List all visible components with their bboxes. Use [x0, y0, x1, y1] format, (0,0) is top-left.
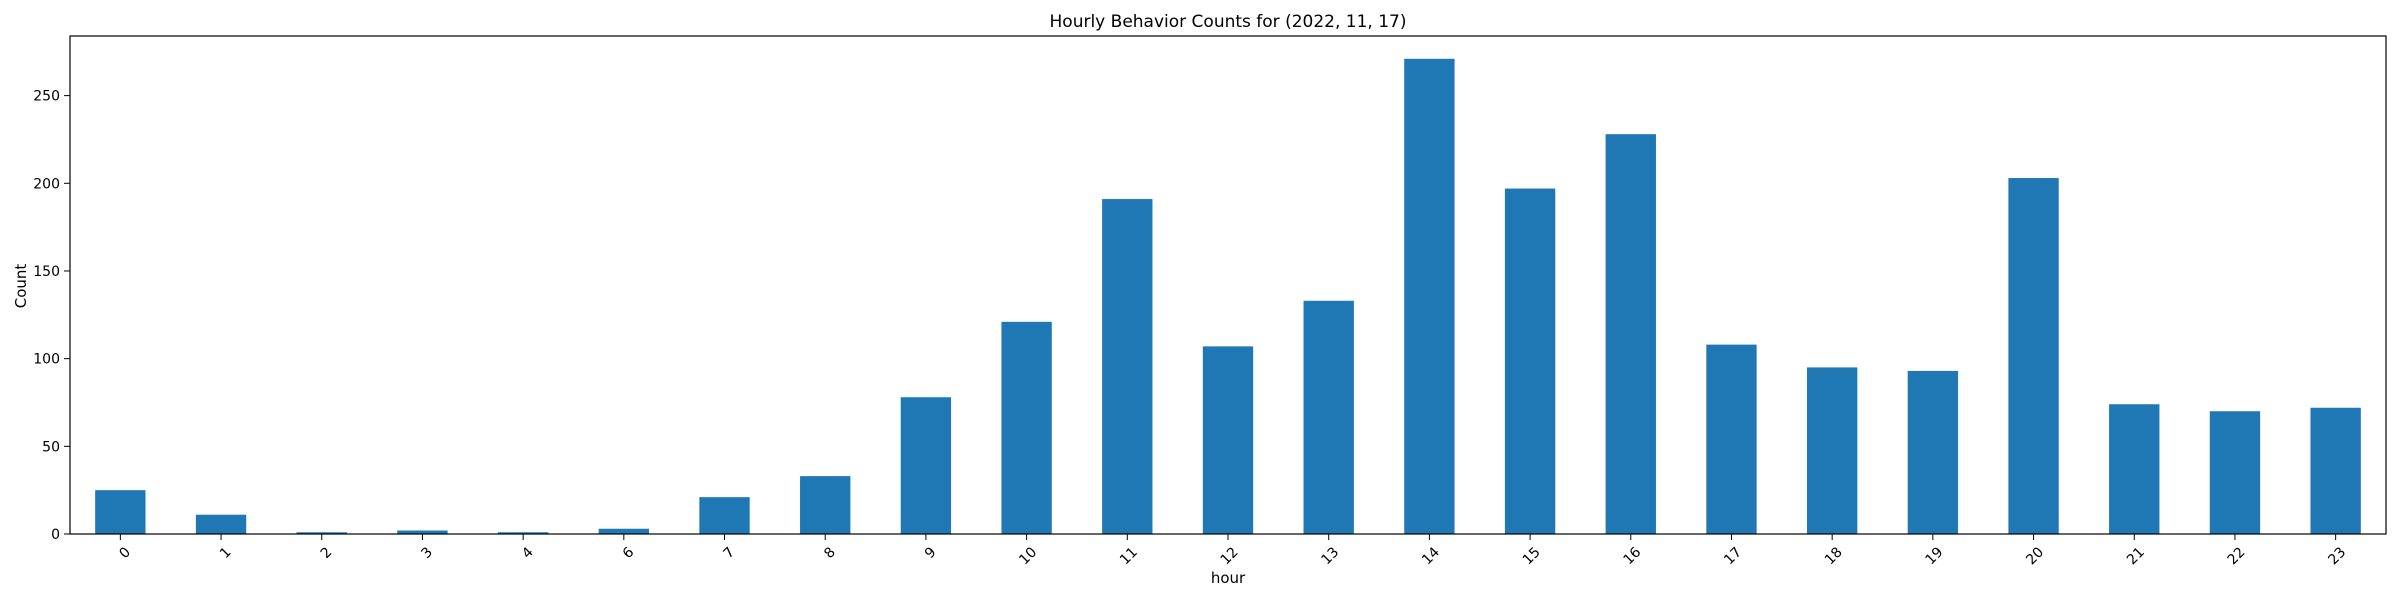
x-tick-label: 15 — [1520, 544, 1544, 568]
x-tick-label: 11 — [1117, 544, 1141, 568]
bar-hour-0 — [95, 490, 146, 534]
x-tick-label: 18 — [1822, 544, 1846, 568]
y-axis-ticks: 0 50 100 150 200 250 — [33, 89, 70, 543]
y-tick-label: 250 — [33, 89, 60, 105]
bar-hour-23 — [2310, 407, 2361, 534]
y-tick-label: 150 — [33, 264, 60, 280]
x-tick-label: 0 — [116, 544, 134, 562]
x-axis-ticks: 0 1 2 3 4 6 7 8 9 10 11 12 13 14 15 16 17 18 19 20 21 22 23 — [116, 534, 2349, 568]
bar-hour-3 — [397, 530, 448, 534]
x-tick-label: 22 — [2225, 544, 2249, 568]
bar-hour-7 — [699, 497, 750, 534]
x-tick-label: 14 — [1419, 544, 1443, 568]
bar-hour-18 — [1807, 367, 1858, 534]
bar-hour-17 — [1706, 344, 1757, 534]
bar-hour-16 — [1605, 134, 1656, 534]
y-tick-label: 0 — [51, 527, 60, 543]
x-tick-label: 4 — [519, 544, 537, 562]
bar-hour-14 — [1404, 58, 1455, 534]
bar-hour-2 — [296, 532, 347, 534]
bar-hour-20 — [2008, 178, 2059, 534]
chart-title: Hourly Behavior Counts for (2022, 11, 17… — [1050, 12, 1407, 32]
x-tick-label: 23 — [2325, 544, 2349, 568]
bar-hour-11 — [1102, 199, 1153, 535]
x-tick-label: 19 — [1923, 544, 1947, 568]
y-tick-label: 50 — [42, 439, 60, 455]
x-tick-label: 21 — [2124, 544, 2148, 568]
bar-hour-6 — [598, 528, 649, 534]
bar-hour-10 — [1001, 321, 1052, 534]
x-tick-label: 1 — [217, 544, 235, 562]
y-tick-label: 100 — [33, 352, 60, 368]
x-tick-label: 16 — [1620, 544, 1644, 568]
plot-frame — [69, 35, 2387, 535]
bar-hour-13 — [1303, 300, 1354, 534]
bar-hour-1 — [195, 514, 247, 534]
x-axis-title: hour — [1211, 569, 1246, 587]
y-tick-label: 200 — [33, 176, 60, 192]
x-tick-label: 7 — [721, 544, 739, 562]
x-tick-label: 3 — [418, 544, 436, 562]
y-axis-title: Count — [12, 264, 30, 309]
bar-hour-21 — [2109, 404, 2160, 534]
bars-group — [95, 58, 2361, 535]
x-tick-label: 13 — [1318, 544, 1342, 568]
bar-hour-8 — [800, 476, 851, 534]
bar-hour-15 — [1504, 188, 1556, 534]
bar-hour-9 — [900, 397, 952, 534]
x-tick-label: 10 — [1016, 544, 1040, 568]
x-tick-label: 6 — [620, 544, 638, 562]
x-tick-label: 20 — [2023, 544, 2047, 568]
x-tick-label: 9 — [922, 544, 940, 562]
bar-hour-19 — [1907, 370, 1959, 534]
x-tick-label: 12 — [1218, 544, 1242, 568]
x-tick-label: 2 — [318, 544, 336, 562]
bar-hour-12 — [1202, 346, 1254, 534]
x-tick-label: 17 — [1721, 544, 1745, 568]
x-tick-label: 8 — [821, 544, 839, 562]
bar-hour-22 — [2209, 411, 2261, 534]
bar-hour-4 — [497, 532, 549, 534]
